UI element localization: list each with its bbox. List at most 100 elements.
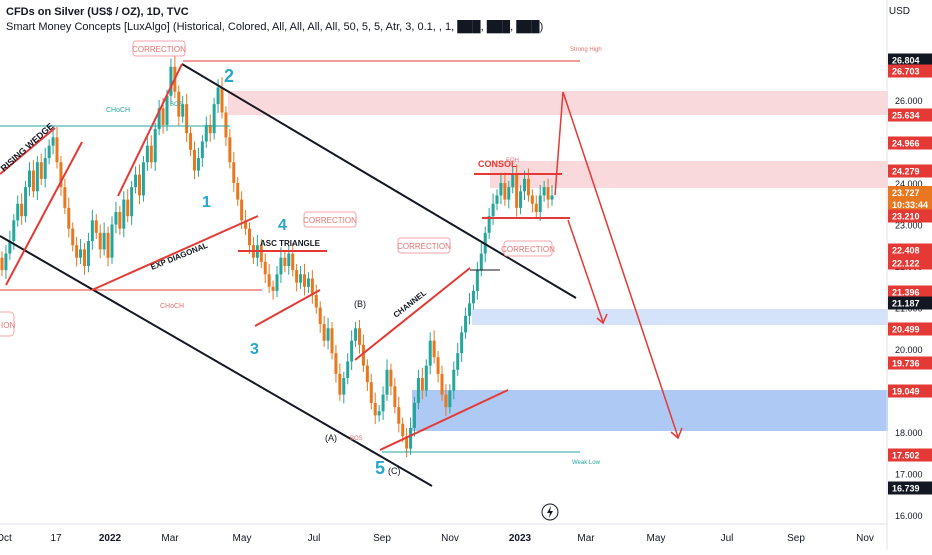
candle-body (373, 402, 377, 416)
candle-body (63, 187, 67, 208)
x-tick-label: Mar (577, 533, 595, 544)
price-tag-label: 19.049 (892, 387, 920, 397)
price-tag (888, 186, 932, 212)
correction-2-box (303, 211, 357, 228)
candle-body (393, 386, 397, 408)
x-tick-label: Nov (441, 533, 459, 544)
candle-body (491, 203, 495, 217)
candle-body (523, 178, 526, 192)
correction-4-label: CORRECTION (501, 245, 555, 254)
y-tick-label: 26.000 (895, 96, 923, 106)
price-tag-label: 17.502 (892, 451, 920, 461)
rising-wedge-lower (5, 141, 83, 286)
candle-body (310, 278, 314, 296)
asc-triangle-label: ASC TRIANGLE (260, 239, 321, 248)
candle-body (35, 162, 39, 192)
candle-body (306, 278, 310, 287)
rising-wedge-upper (0, 127, 56, 175)
candle-body (460, 332, 464, 354)
candle-body (334, 353, 338, 374)
demand-zone-low (412, 390, 888, 431)
price-tag (888, 448, 932, 462)
candle-body (75, 245, 79, 258)
correction-4-box (503, 240, 553, 257)
channel-lower-line (0, 235, 433, 487)
x-tick-label: Oct (0, 533, 12, 544)
price-tag (888, 108, 932, 122)
candle-body (71, 228, 75, 246)
candle-body (365, 365, 369, 383)
candle-body (381, 394, 385, 412)
candle-body (475, 270, 479, 291)
candle-body (83, 249, 86, 266)
candle-body (295, 270, 299, 283)
replay-icon-bolt (547, 506, 553, 518)
candle-body (424, 365, 428, 391)
wave-b-label: (B) (354, 299, 366, 309)
weak-low-label: Weak Low (572, 460, 601, 466)
candle-body (110, 224, 114, 258)
candle-body (20, 203, 24, 217)
candle-body (228, 137, 232, 163)
candle-body (157, 108, 161, 130)
candle-body (204, 124, 208, 142)
candle-body (4, 253, 8, 271)
chart-header: CFDs on Silver (US$ / OZ), 1D, TVC Smart… (6, 6, 543, 33)
exp-diagonal-label: EXP DIAGONAL (149, 241, 209, 272)
candle-body (0, 257, 4, 271)
x-tick-label: Mar (161, 533, 179, 544)
candle-body (503, 183, 507, 200)
x-tick-label: May (647, 533, 666, 544)
price-tag-label: 23.727 (892, 188, 920, 198)
candle-body (141, 162, 145, 196)
supply-zone-upper (228, 91, 888, 115)
candle-body (177, 91, 181, 117)
choch-label-upper: CHoCH (106, 107, 130, 114)
candle-body (8, 241, 12, 254)
candle-body (401, 423, 405, 437)
wave-4-label: 4 (278, 217, 287, 234)
candle-body (130, 187, 134, 217)
candle-body (79, 249, 83, 258)
indicator-legend[interactable]: Smart Money Concepts [LuxAlgo] (Historic… (6, 21, 544, 33)
candle-body (452, 369, 456, 391)
candle-body (389, 369, 393, 387)
candle-body (208, 124, 212, 134)
candle-body (416, 378, 420, 403)
candle-body (224, 112, 228, 138)
candle-body (515, 174, 519, 208)
candle-body (464, 315, 468, 333)
x-tick-label: Sep (373, 533, 391, 544)
wave-5-label: 5 (375, 458, 385, 478)
candle-body (39, 162, 43, 179)
candle-body (28, 170, 31, 188)
candle-body (499, 183, 503, 196)
candle-body (385, 369, 389, 395)
candle-body (440, 373, 444, 395)
price-tag (888, 53, 932, 67)
wave-3-label: 3 (250, 341, 259, 358)
candle-body (471, 290, 475, 304)
price-tag (888, 243, 932, 257)
candle-body (31, 170, 35, 192)
price-tag-label: 26.804 (892, 56, 920, 66)
bos-label: BOS (170, 102, 183, 108)
candle-body (189, 133, 193, 150)
x-tick-label: Sep (787, 533, 805, 544)
candle-body (346, 361, 350, 379)
candle-body (326, 328, 330, 341)
price-tag (888, 164, 932, 178)
price-tag (888, 256, 932, 270)
price-tag (888, 136, 932, 150)
y-tick-label: 17.000 (895, 470, 923, 480)
candle-body (511, 174, 515, 188)
candle-body (519, 191, 523, 208)
candle-body (134, 174, 138, 188)
candle-body (444, 394, 448, 408)
candle-body (369, 382, 373, 403)
correction-2-label: CORRECTION (303, 216, 357, 225)
candle-body (409, 427, 413, 449)
replay-icon (541, 503, 559, 521)
candle-body (358, 328, 361, 345)
